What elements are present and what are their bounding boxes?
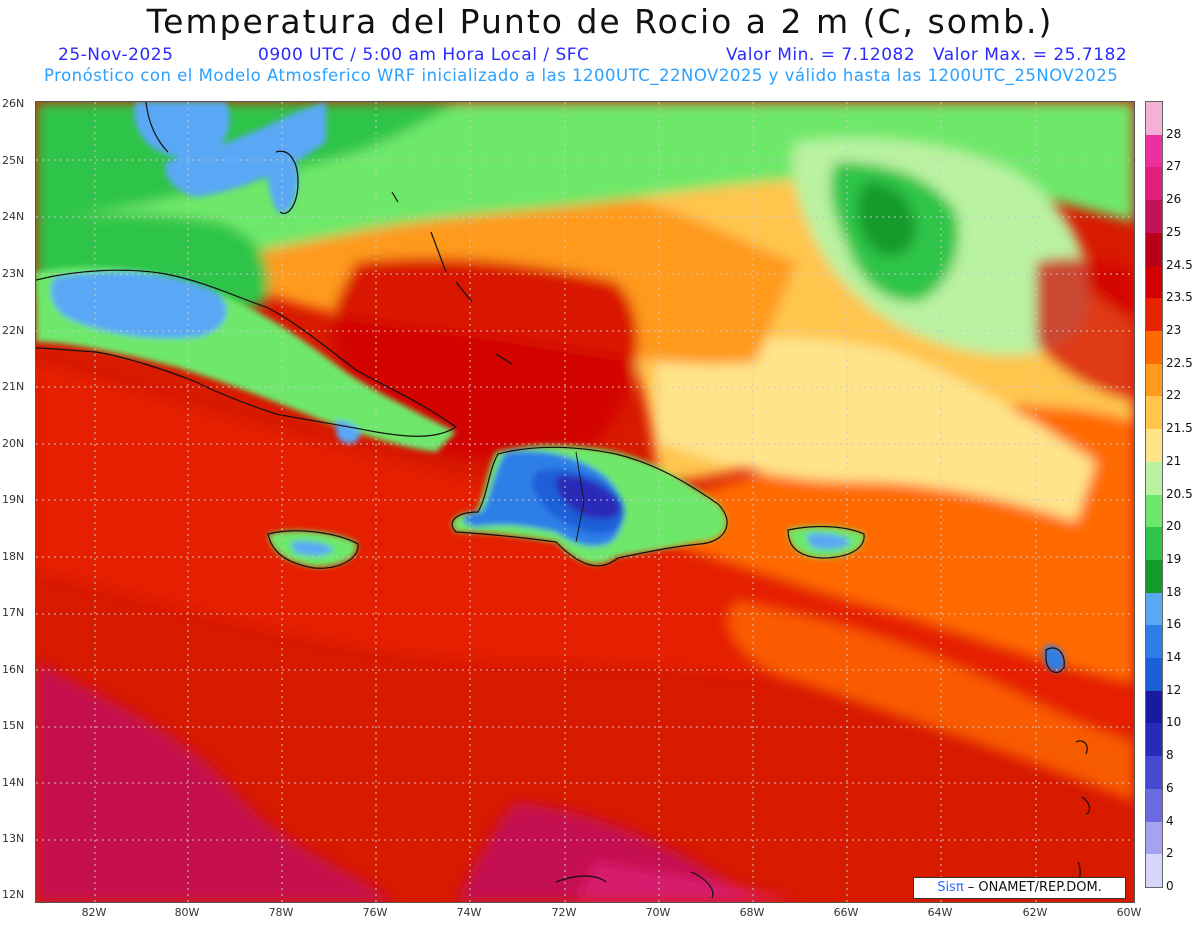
lat-label: 24N xyxy=(2,210,25,223)
lat-label: 21N xyxy=(2,380,25,393)
lon-label: 74W xyxy=(456,906,482,919)
colorbar-cell xyxy=(1146,723,1162,757)
colorbar-label: 14 xyxy=(1166,650,1182,665)
colorbar-label: 0 xyxy=(1166,879,1174,893)
sispi-logo: Sisπ xyxy=(937,880,964,895)
colorbar-cell xyxy=(1146,396,1162,430)
colorbar xyxy=(1145,101,1163,888)
colorbar-label: 8 xyxy=(1166,748,1174,763)
lon-label: 62W xyxy=(1022,906,1048,919)
lon-label: 72W xyxy=(551,906,577,919)
lon-label: 82W xyxy=(81,906,107,919)
colorbar-label: 21.5 xyxy=(1166,421,1193,436)
colorbar-label: 20.5 xyxy=(1166,486,1193,501)
coastlines xyxy=(36,102,1091,899)
colorbar-label: 18 xyxy=(1166,584,1182,599)
lon-label: 66W xyxy=(833,906,859,919)
lat-label: 19N xyxy=(2,493,25,506)
forecast-time: 0900 UTC / 5:00 am Hora Local / SFC xyxy=(258,45,590,65)
colorbar-label: 16 xyxy=(1166,617,1182,632)
colorbar-cell xyxy=(1146,330,1162,365)
colorbar-cell xyxy=(1146,756,1162,790)
colorbar-label: 23 xyxy=(1166,322,1182,337)
lon-label: 70W xyxy=(645,906,671,919)
valor-max: Valor Max. = 25.7182 xyxy=(933,45,1128,65)
colorbar-label: 24.5 xyxy=(1166,257,1193,272)
forecast-date: 25-Nov-2025 xyxy=(58,45,174,65)
lat-label: 20N xyxy=(2,437,25,450)
lat-label: 14N xyxy=(2,776,25,789)
colorbar-cell xyxy=(1146,134,1162,168)
cool-regions xyxy=(36,102,1065,672)
colorbar-label: 12 xyxy=(1166,682,1182,697)
lat-label: 23N xyxy=(2,267,25,280)
lat-label: 17N xyxy=(2,606,25,619)
lon-label: 60W xyxy=(1116,906,1142,919)
colorbar-cell xyxy=(1146,232,1162,267)
map-area xyxy=(35,101,1135,903)
lon-label: 80W xyxy=(174,906,200,919)
colorbar-cell xyxy=(1146,625,1162,659)
colorbar-label: 2 xyxy=(1166,846,1174,861)
lon-label: 78W xyxy=(268,906,294,919)
colorbar-label: 26 xyxy=(1166,192,1182,207)
colorbar-label: 25 xyxy=(1166,224,1182,239)
colorbar-cell xyxy=(1146,461,1162,495)
lat-label: 25N xyxy=(2,154,25,167)
colorbar-cell xyxy=(1146,429,1162,463)
dewpoint-field xyxy=(36,102,1134,902)
colorbar-label: 19 xyxy=(1166,551,1182,566)
valor-min: Valor Min. = 7.12082 xyxy=(726,45,916,65)
colorbar-cell xyxy=(1146,690,1162,724)
model-info: Pronóstico con el Modelo Atmosferico WRF… xyxy=(44,66,1119,85)
credit-text: – ONAMET/REP.DOM. xyxy=(963,880,1102,895)
lat-label: 15N xyxy=(2,719,25,732)
credit-box: Sisπ – ONAMET/REP.DOM. xyxy=(913,877,1126,899)
colorbar-cell xyxy=(1146,200,1162,234)
lat-label: 13N xyxy=(2,832,25,845)
lat-label: 26N xyxy=(2,97,25,110)
colorbar-cell xyxy=(1146,102,1162,136)
lat-label: 22N xyxy=(2,324,25,337)
colorbar-cell xyxy=(1146,494,1162,528)
colorbar-label: 22.5 xyxy=(1166,355,1193,370)
colorbar-cell xyxy=(1146,854,1162,888)
colorbar-label: 6 xyxy=(1166,780,1174,795)
graticule xyxy=(36,102,1134,902)
colorbar-cell xyxy=(1146,592,1162,626)
colorbar-cell xyxy=(1146,821,1162,855)
colorbar-cell xyxy=(1146,559,1162,594)
colorbar-cell xyxy=(1146,363,1162,397)
lat-label: 16N xyxy=(2,663,25,676)
colorbar-label: 23.5 xyxy=(1166,290,1193,305)
map-title: Temperatura del Punto de Rocio a 2 m (C,… xyxy=(146,2,1054,41)
colorbar-label: 4 xyxy=(1166,813,1174,828)
colorbar-cell xyxy=(1146,298,1162,332)
colorbar-cell xyxy=(1146,527,1162,561)
lat-label: 18N xyxy=(2,550,25,563)
lat-label: 12N xyxy=(2,888,25,901)
lon-label: 76W xyxy=(362,906,388,919)
colorbar-cell xyxy=(1146,788,1162,823)
colorbar-label: 28 xyxy=(1166,126,1182,141)
lon-label: 64W xyxy=(927,906,953,919)
colorbar-label: 20 xyxy=(1166,519,1182,534)
colorbar-cell xyxy=(1146,265,1162,299)
lon-label: 68W xyxy=(739,906,765,919)
colorbar-label: 10 xyxy=(1166,715,1182,730)
colorbar-label: 22 xyxy=(1166,388,1182,403)
colorbar-label: 21 xyxy=(1166,453,1182,468)
colorbar-cell xyxy=(1146,167,1162,201)
colorbar-cell xyxy=(1146,658,1162,692)
colorbar-label: 27 xyxy=(1166,159,1182,174)
